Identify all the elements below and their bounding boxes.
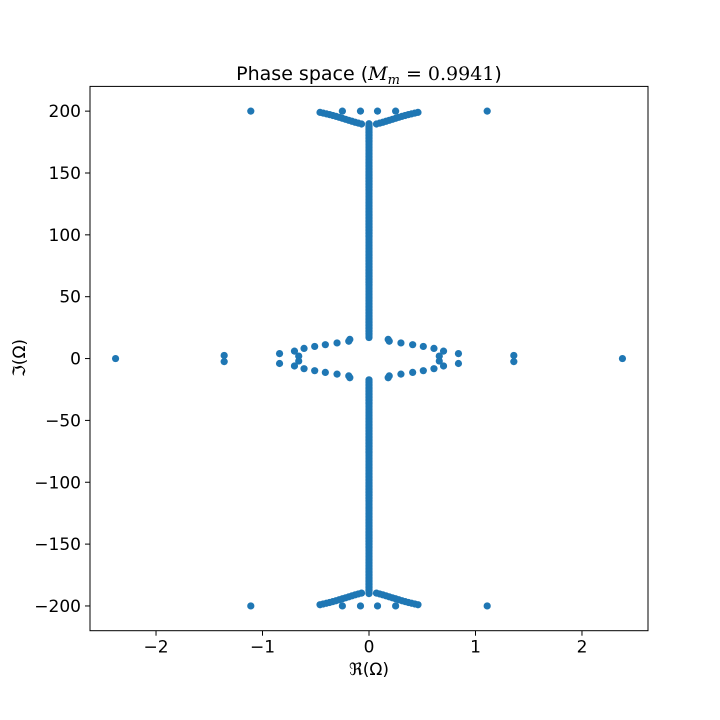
- data-point: [384, 374, 392, 382]
- data-point: [483, 602, 491, 610]
- data-point: [435, 357, 443, 365]
- data-point: [311, 367, 319, 375]
- data-point: [290, 362, 299, 370]
- data-point: [321, 341, 329, 349]
- data-point: [357, 120, 366, 128]
- x-tick-label: −1: [250, 638, 275, 658]
- data-point: [384, 335, 392, 343]
- y-tick-label: −100: [34, 473, 81, 493]
- data-point: [454, 350, 463, 358]
- data-point: [220, 358, 228, 366]
- data-point: [295, 352, 303, 360]
- data-point: [275, 350, 284, 358]
- x-axis-label: ℜ(Ω): [349, 660, 389, 680]
- data-point: [419, 367, 427, 375]
- data-point: [435, 352, 443, 360]
- data-point-band: [365, 120, 373, 128]
- data-point: [392, 107, 400, 115]
- chart-title-suffix: ): [494, 63, 501, 85]
- x-tick-label: 0: [364, 638, 375, 658]
- data-point: [356, 107, 365, 115]
- data-point: [295, 357, 303, 365]
- chart-title-value: 0.9941: [428, 63, 494, 85]
- y-tick-label: −150: [34, 535, 81, 555]
- data-point: [430, 365, 438, 373]
- y-tick-label: −50: [45, 411, 81, 431]
- data-point: [409, 341, 417, 349]
- y-tick-label: 150: [49, 164, 81, 184]
- y-axis-label: ℑ(Ω): [10, 339, 30, 377]
- data-point: [397, 339, 405, 347]
- chart-title-prefix: Phase space (: [236, 63, 368, 85]
- data-point: [439, 362, 448, 370]
- data-point: [357, 589, 366, 597]
- data-point: [397, 370, 405, 378]
- data-point: [333, 370, 341, 378]
- data-point: [247, 107, 255, 115]
- data-point: [373, 107, 382, 115]
- data-point: [220, 351, 228, 360]
- y-tick-label: 0: [70, 350, 81, 370]
- data-point: [618, 354, 627, 363]
- data-point: [300, 344, 308, 353]
- data-point: [290, 347, 299, 355]
- chart-title-equals: =: [400, 63, 428, 85]
- data-point-band: [365, 376, 373, 384]
- data-point: [419, 342, 427, 351]
- x-tick-label: 1: [470, 638, 481, 658]
- data-point: [333, 339, 341, 347]
- y-tick-label: 100: [49, 226, 81, 246]
- data-point: [356, 602, 365, 610]
- data-points: [111, 107, 627, 610]
- data-point: [300, 365, 308, 373]
- data-point: [454, 359, 463, 368]
- x-tick-label: −2: [143, 638, 168, 658]
- data-point: [392, 602, 400, 610]
- data-point: [409, 368, 417, 376]
- data-point: [372, 120, 381, 128]
- data-point: [247, 602, 255, 610]
- data-point: [430, 344, 438, 353]
- y-tick-label: 200: [49, 102, 81, 122]
- data-point: [321, 368, 329, 376]
- data-point: [373, 602, 382, 610]
- data-point: [372, 589, 381, 597]
- data-point: [346, 335, 354, 343]
- data-point: [439, 347, 448, 355]
- data-point: [338, 602, 346, 610]
- y-tick-label: 50: [59, 288, 81, 308]
- chart-title-variable: M: [367, 63, 388, 85]
- chart-title: Phase space (Mm = 0.9941): [236, 63, 502, 88]
- data-point: [111, 354, 120, 363]
- data-point: [311, 342, 319, 351]
- data-point: [510, 358, 518, 366]
- y-tick-label: −200: [34, 597, 81, 617]
- data-point: [346, 374, 354, 382]
- data-point: [510, 351, 518, 360]
- data-point: [483, 107, 491, 115]
- x-tick-label: 2: [577, 638, 588, 658]
- axis-ticks: −2 −1 0 1 2 −200 −150 −100 −50 0 50 100 150 200: [34, 102, 587, 658]
- chart-title-subscript: m: [388, 73, 400, 88]
- data-point: [275, 359, 284, 368]
- data-point: [338, 107, 346, 115]
